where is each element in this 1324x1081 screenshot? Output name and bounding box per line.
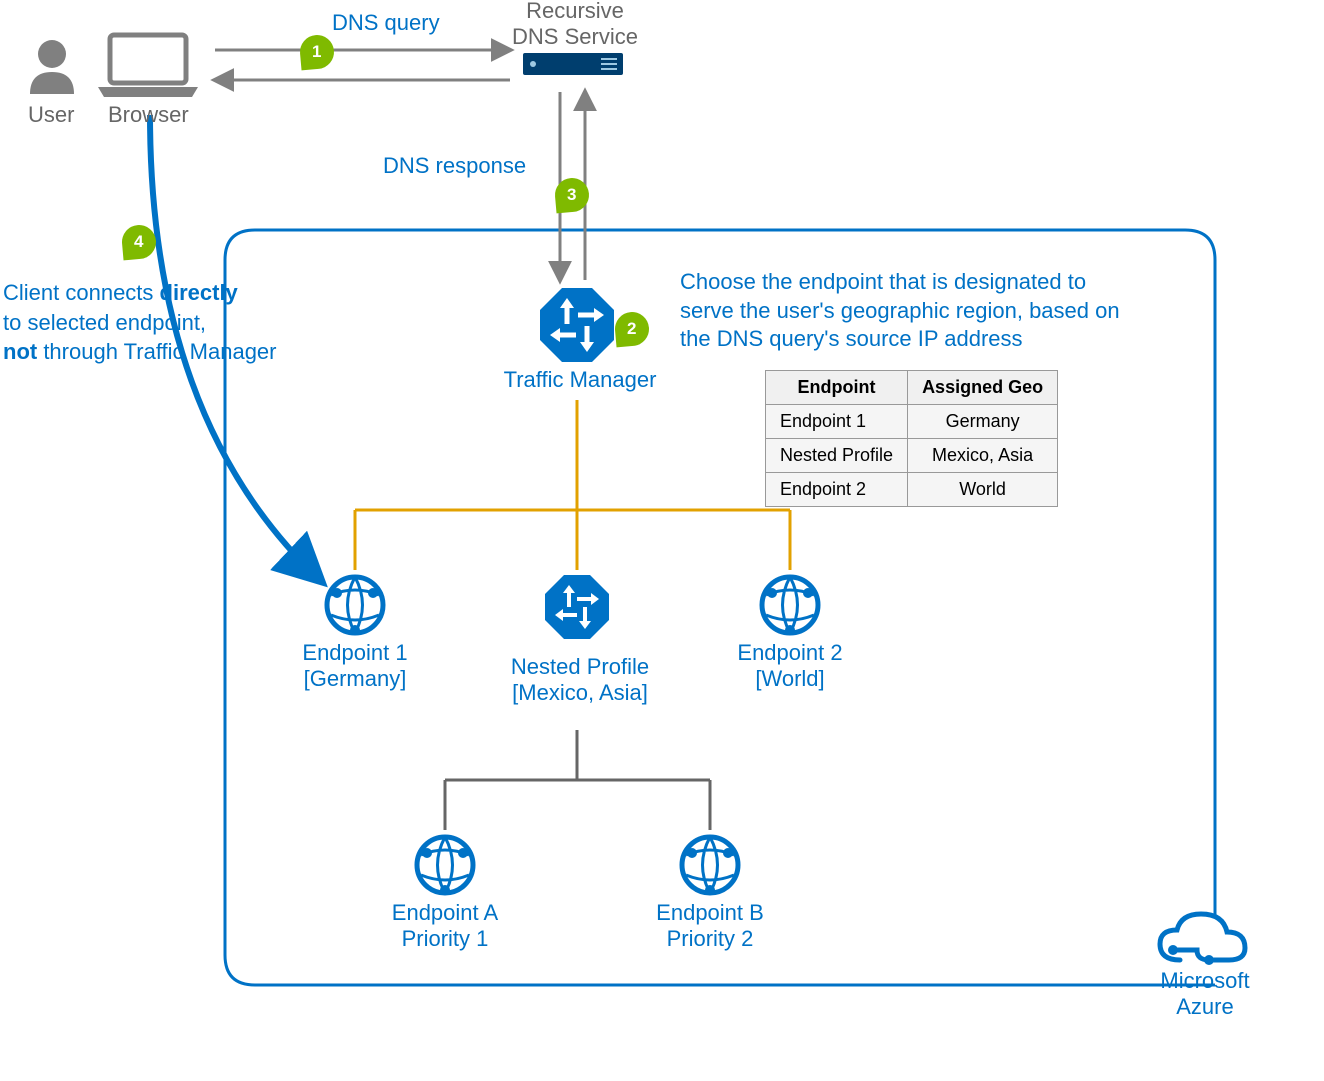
table-row: Endpoint 2 World [766, 473, 1058, 507]
user-icon [30, 40, 74, 94]
geo-th-endpoint: Endpoint [766, 371, 908, 405]
endpoint1-label: Endpoint 1 [Germany] [285, 640, 425, 693]
endpointA-label: Endpoint A Priority 1 [375, 900, 515, 953]
step-badge-2: 2 [614, 311, 651, 348]
tm-label: Traffic Manager [500, 367, 660, 393]
dns-service-icon [523, 53, 623, 75]
endpointB-label: Endpoint B Priority 2 [640, 900, 780, 953]
dns-response-label: DNS response [383, 153, 526, 179]
endpoint2-icon [762, 577, 818, 635]
geo-th-assigned: Assigned Geo [908, 371, 1058, 405]
connector-tm-children [355, 400, 790, 570]
nested-label: Nested Profile [Mexico, Asia] [490, 654, 670, 707]
step-badge-1: 1 [299, 34, 336, 71]
endpointA-icon [417, 837, 473, 895]
endpointB-icon [682, 837, 738, 895]
step-badge-3: 3 [554, 177, 591, 214]
traffic-manager-icon [540, 288, 614, 362]
azure-cloud-icon [1160, 914, 1245, 965]
step4-text: Client connects directly to selected end… [3, 278, 277, 367]
endpoint1-icon [327, 577, 383, 635]
explain-text: Choose the endpoint that is designated t… [680, 268, 1120, 354]
dns-l2: DNS Service [500, 24, 650, 50]
dns-service-label: Recursive DNS Service [500, 0, 650, 51]
table-row: Endpoint 1 Germany [766, 405, 1058, 439]
nested-profile-icon [545, 575, 609, 639]
azure-label: Microsoft Azure [1145, 968, 1265, 1021]
user-label: User [28, 102, 74, 128]
table-row: Nested Profile Mexico, Asia [766, 439, 1058, 473]
browser-label: Browser [108, 102, 189, 128]
laptop-icon [98, 35, 198, 97]
dns-query-label: DNS query [332, 10, 440, 36]
endpoint2-label: Endpoint 2 [World] [720, 640, 860, 693]
connector-nested-children [445, 730, 710, 830]
dns-l1: Recursive [500, 0, 650, 24]
geo-table: Endpoint Assigned Geo Endpoint 1 Germany… [765, 370, 1058, 507]
step-badge-4: 4 [121, 224, 158, 261]
